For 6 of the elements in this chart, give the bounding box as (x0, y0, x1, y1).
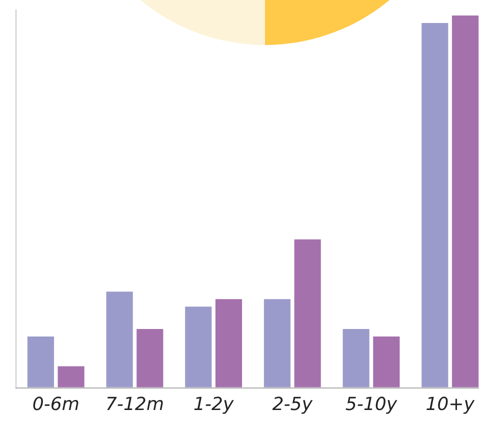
x-tick-label: 1-2y (194, 396, 234, 414)
x-tick-label: 2-5y (272, 396, 313, 414)
x-tick-label: 7-12m (107, 396, 163, 410)
x-tick-label: 5-10y (346, 396, 398, 414)
x-tick-label: 10+y (426, 396, 475, 414)
x-tick-label: 0-6m (33, 396, 78, 410)
